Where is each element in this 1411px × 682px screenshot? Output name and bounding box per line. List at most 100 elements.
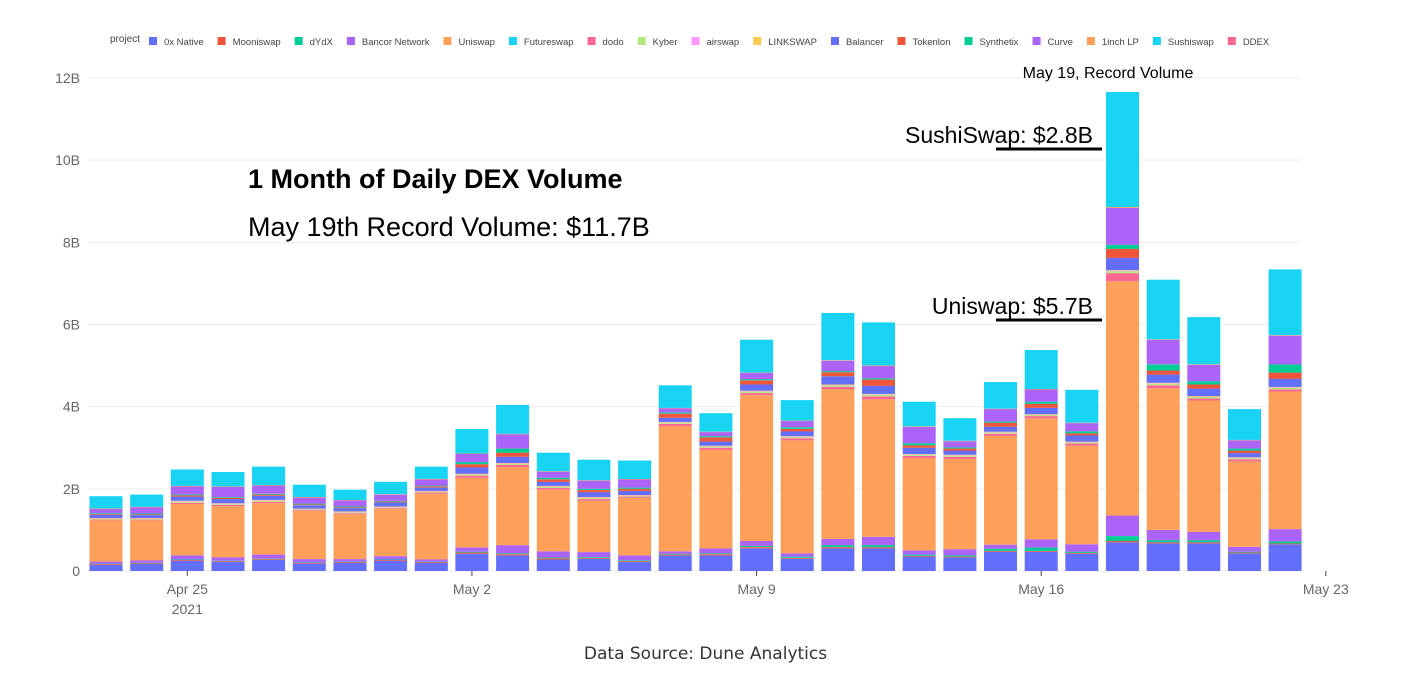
bar-segment: [89, 561, 123, 564]
uniswap-callout: Uniswap: $5.7B: [932, 293, 1093, 319]
legend-item[interactable]: Uniswap: [443, 37, 495, 48]
bar-segment: [89, 520, 123, 562]
bar-segment: [333, 499, 367, 501]
bar-segment: [130, 563, 164, 564]
data-source-caption: Data Source: Dune Analytics: [583, 644, 828, 664]
bar-segment: [740, 339, 774, 373]
bar-segment: [699, 548, 733, 554]
legend-item[interactable]: 0x Native: [149, 37, 204, 48]
legend-label: dYdX: [310, 37, 334, 48]
bar-segment: [130, 520, 164, 561]
legend-item[interactable]: Balancer: [830, 37, 884, 48]
bar-segment: [1106, 281, 1139, 516]
legend-item[interactable]: airswap: [691, 37, 739, 48]
bar-segment: [618, 555, 652, 561]
bar-segment: [333, 562, 367, 563]
bar-segment: [1146, 388, 1180, 530]
legend-swatch: [1086, 37, 1095, 45]
bar-segment: [252, 500, 286, 501]
bar-segment: [170, 502, 204, 504]
bar-segment: [211, 560, 245, 562]
bar-segment: [414, 562, 448, 571]
bar-segment: [821, 548, 855, 571]
bar-segment: [1268, 529, 1302, 542]
bar-segment: [1268, 335, 1302, 336]
bar-segment: [862, 365, 895, 367]
bar-segment: [496, 553, 530, 555]
bar-segment: [658, 412, 692, 414]
bar-segment: [740, 390, 774, 392]
bar-segment: [536, 488, 570, 490]
bar-segment: [984, 433, 1017, 436]
bar-segment: [1024, 401, 1058, 404]
bar-segment: [333, 562, 367, 571]
legend-label: Sushiswap: [1168, 37, 1214, 48]
bar-segment: [943, 441, 977, 448]
bars: [89, 92, 1302, 571]
legend-swatch: [637, 37, 646, 45]
legend-swatch: [964, 37, 973, 45]
legend-item[interactable]: 1inch LP: [1086, 37, 1139, 48]
legend-item[interactable]: dYdX: [294, 37, 334, 48]
legend-label: Curve: [1048, 37, 1073, 48]
bar-segment: [658, 408, 692, 413]
bar-segment: [130, 494, 164, 507]
bar-segment: [333, 506, 367, 508]
bar-segment: [658, 555, 692, 571]
legend-item[interactable]: Futureswap: [508, 37, 574, 48]
bar-segment: [862, 394, 895, 397]
bar-segment: [1024, 547, 1058, 551]
bar-segment: [1065, 423, 1099, 432]
bar-segment: [414, 485, 448, 487]
bar-segment: [821, 384, 855, 386]
legend-label: dodo: [603, 37, 624, 48]
legend-item[interactable]: LINKSWAP: [753, 37, 817, 48]
legend-item[interactable]: Bancor Network: [346, 37, 430, 48]
bar-segment: [943, 450, 977, 455]
bar-segment: [211, 504, 245, 505]
bar-segment: [374, 560, 408, 571]
bar-segment: [902, 454, 936, 455]
bar-segment: [170, 496, 204, 501]
bar-segment: [943, 440, 977, 442]
legend-label: Mooniswap: [233, 37, 281, 48]
bar-segment: [170, 501, 204, 503]
bar-segment: [89, 508, 123, 510]
legend-item[interactable]: Tokenlon: [897, 37, 950, 48]
bar-segment: [170, 501, 204, 502]
bar-segment: [1024, 539, 1058, 548]
bar-segment: [211, 506, 245, 558]
bar-segment: [1065, 442, 1099, 443]
legend-item[interactable]: Synthetix: [964, 37, 1019, 48]
legend-item[interactable]: Mooniswap: [217, 37, 281, 48]
bar-segment: [740, 391, 774, 394]
bar-segment: [455, 551, 489, 553]
y-tick-label: 2B: [63, 481, 80, 497]
bar-segment: [536, 559, 570, 571]
bar-segment: [577, 552, 611, 557]
bar-segment: [1065, 435, 1099, 442]
bar-segment: [252, 466, 286, 486]
bar-segment: [984, 550, 1017, 552]
bar-segment: [1228, 448, 1261, 451]
bar-segment: [292, 508, 326, 510]
legend-item[interactable]: dodo: [587, 37, 624, 48]
bar-segment: [1106, 207, 1139, 208]
bar-segment: [1106, 541, 1139, 543]
bar-segment: [902, 555, 936, 557]
bar-segment: [1024, 414, 1058, 417]
bar-segment: [170, 469, 204, 486]
legend-item[interactable]: Kyber: [637, 37, 678, 48]
bar-segment: [780, 558, 814, 571]
legend-item[interactable]: Curve: [1032, 37, 1073, 48]
bar-segment: [1106, 248, 1139, 258]
bar-segment: [536, 471, 570, 472]
legend-item[interactable]: Sushiswap: [1152, 37, 1214, 48]
bar-segment: [292, 510, 326, 511]
bar-segment: [740, 379, 774, 381]
bar-segment: [89, 518, 123, 519]
legend-item[interactable]: DDEX: [1227, 37, 1270, 48]
bar-segment: [455, 552, 489, 554]
x-tick-label: May 2: [453, 581, 491, 597]
bar-segment: [1146, 279, 1180, 340]
